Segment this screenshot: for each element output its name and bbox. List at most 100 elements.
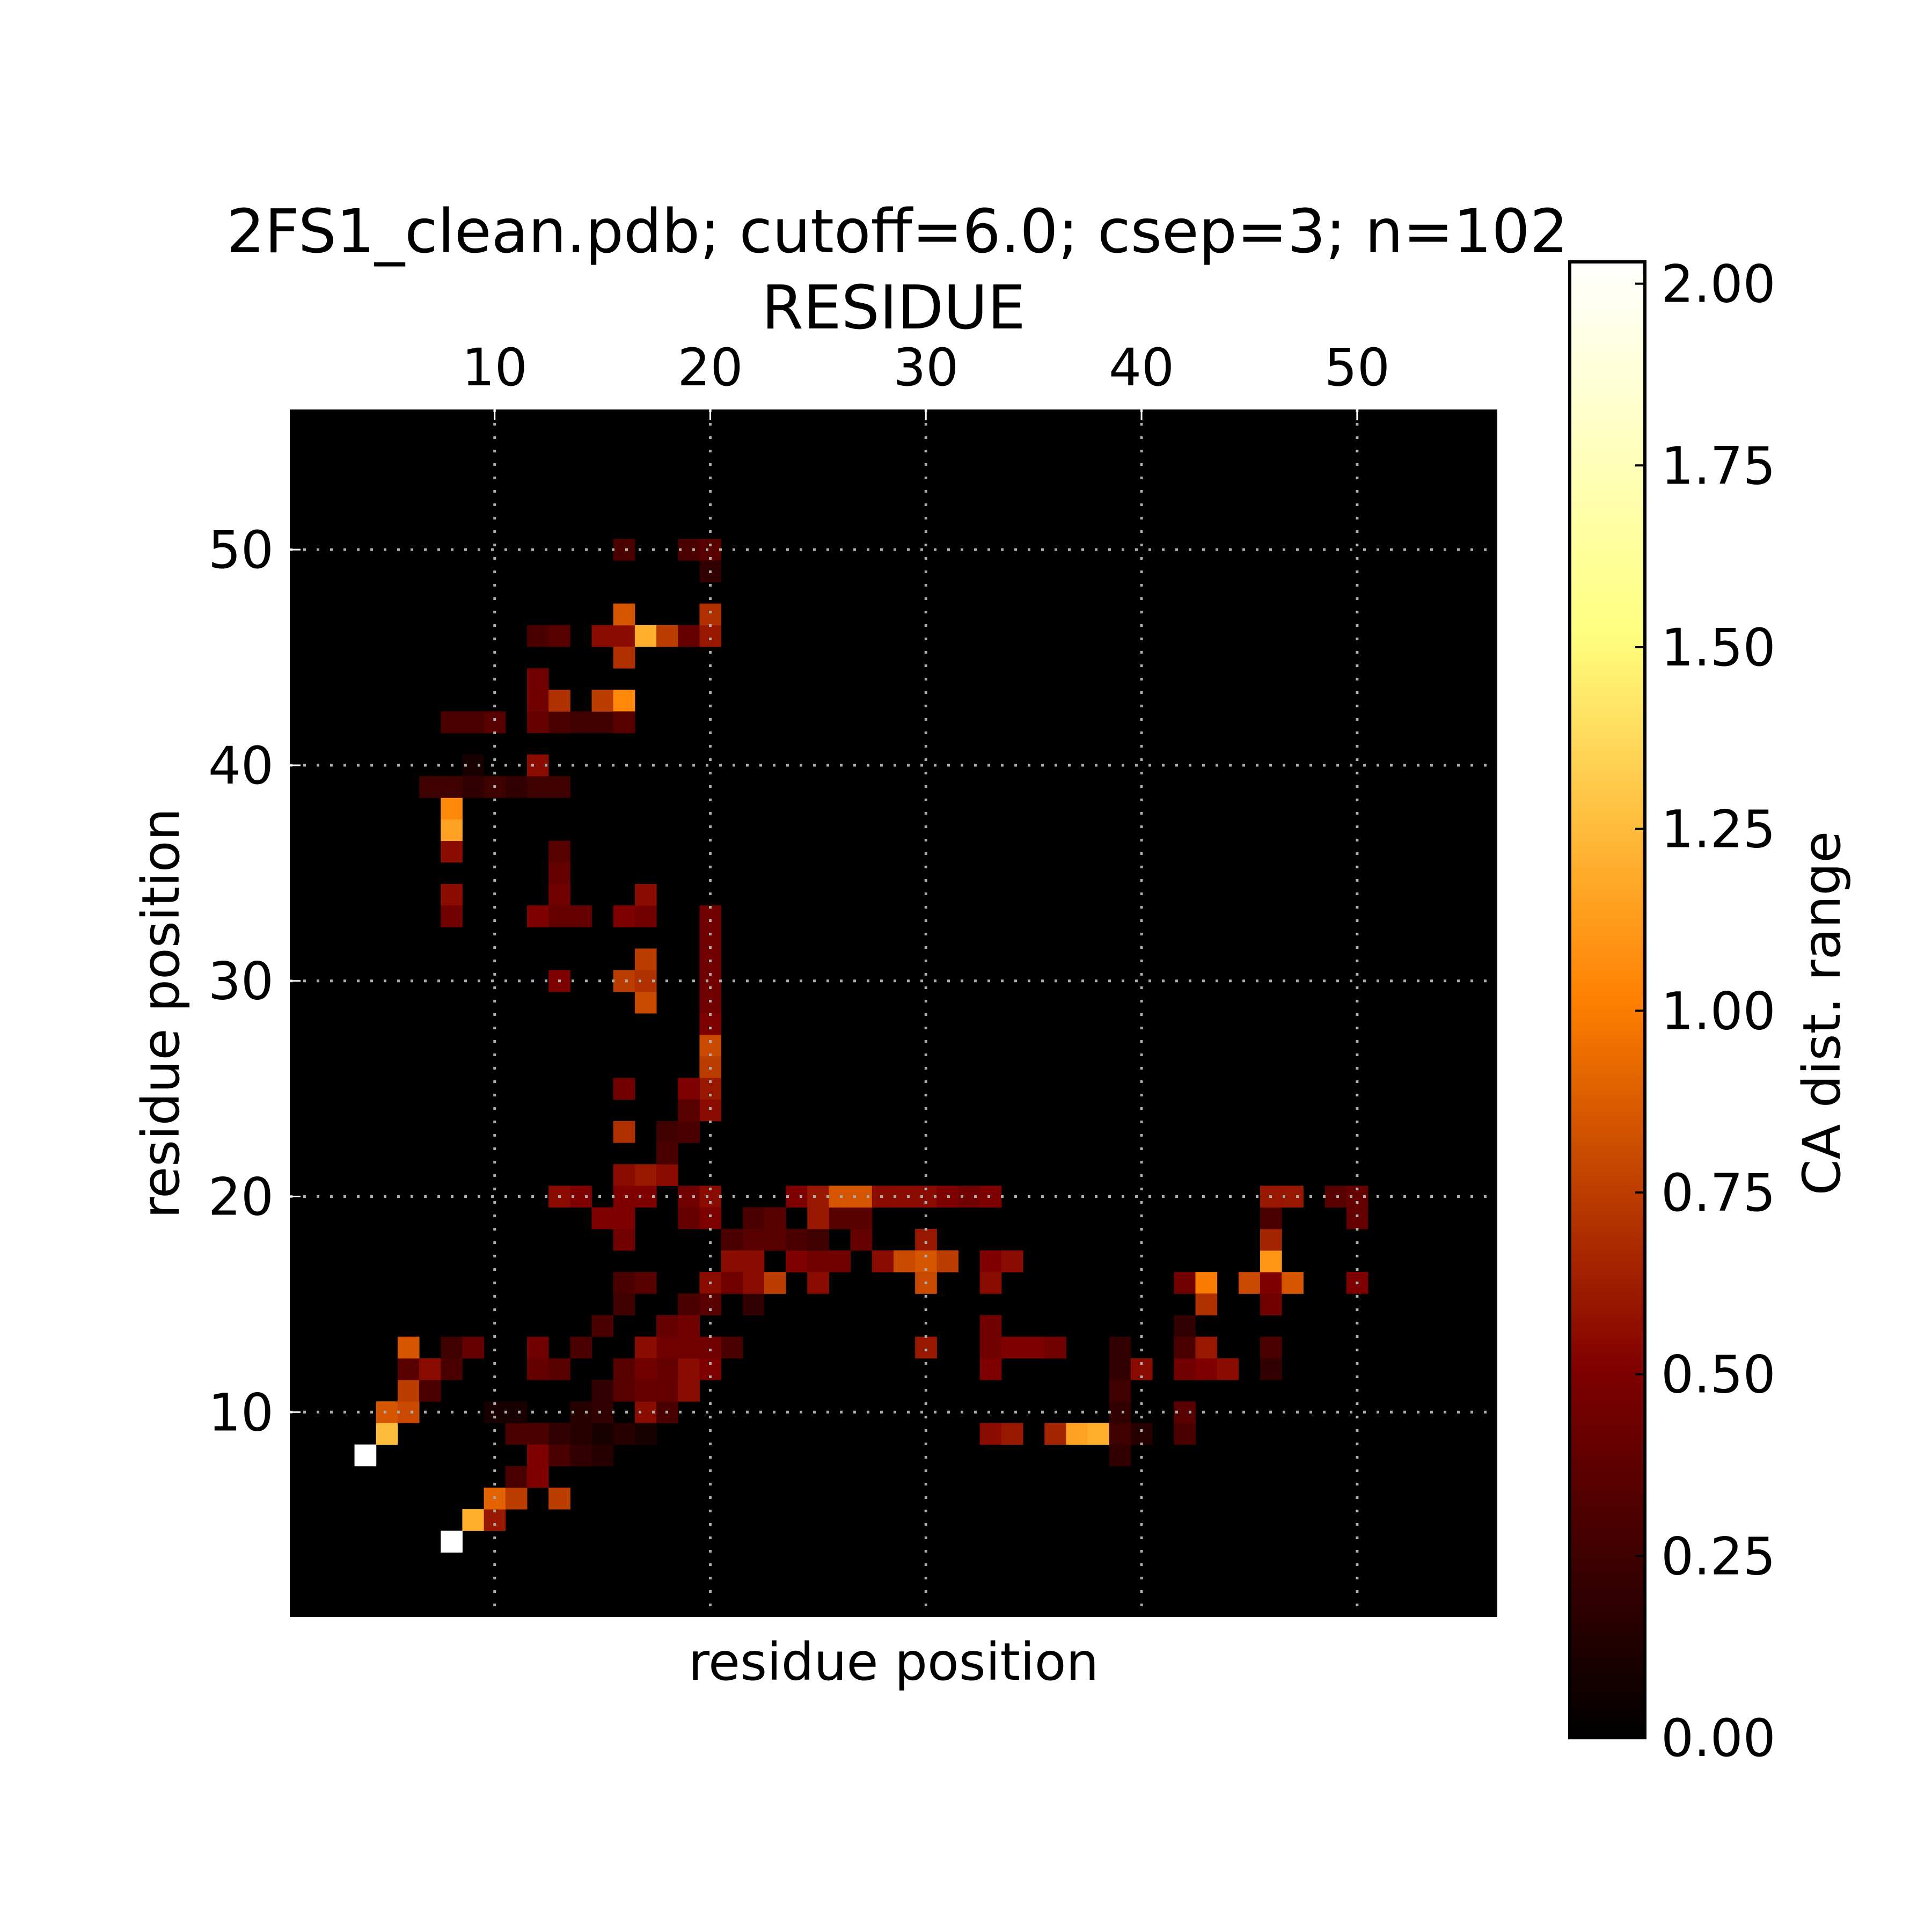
heatmap-cell: [1109, 1423, 1131, 1445]
heatmap-cell: [1195, 1272, 1218, 1294]
top-axis-label: RESIDUE: [762, 273, 1026, 343]
heatmap-cells: [354, 539, 1368, 1553]
heatmap-cell: [591, 1401, 614, 1423]
heatmap-cell: [419, 776, 441, 798]
colorbar-label: CA dist. range: [1792, 831, 1852, 1196]
heatmap-cell: [376, 1423, 398, 1445]
heatmap-cell: [721, 1272, 743, 1294]
heatmap-cell: [1260, 1250, 1282, 1272]
heatmap-cell: [613, 1293, 635, 1315]
heatmap-cell: [915, 1336, 937, 1359]
heatmap-cell: [699, 948, 722, 971]
heatmap-cell: [441, 1336, 463, 1359]
heatmap-cell: [678, 625, 700, 647]
heatmap-cell: [1109, 1336, 1131, 1359]
heatmap-cell: [441, 1358, 463, 1380]
heatmap-cell: [678, 1358, 700, 1380]
heatmap-cell: [548, 776, 570, 798]
heatmap-cell: [634, 1272, 657, 1294]
heatmap-cell: [441, 776, 463, 798]
heatmap-cell: [1066, 1423, 1088, 1445]
heatmap-cell: [613, 905, 635, 927]
heatmap-cell: [699, 1035, 722, 1057]
heatmap-cell: [613, 1207, 635, 1230]
heatmap-cell: [699, 1336, 722, 1359]
heatmap-cell: [613, 1121, 635, 1143]
heatmap-cell: [634, 1380, 657, 1402]
heatmap-cell: [1109, 1358, 1131, 1380]
heatmap-cell: [979, 1250, 1002, 1272]
y-axis-ticks: 10 20 30 40 50: [208, 520, 301, 1443]
heatmap-cell: [484, 1509, 506, 1531]
heatmap-cell: [613, 646, 635, 669]
heatmap-cell: [678, 1293, 700, 1315]
heatmap-cell: [526, 905, 549, 927]
heatmap-cell: [634, 883, 657, 906]
heatmap-cell: [764, 1207, 786, 1230]
heatmap-cell: [807, 1185, 829, 1208]
heatmap-cell: [613, 1358, 635, 1380]
heatmap-cell: [1346, 1207, 1368, 1230]
heatmap-cell: [656, 1164, 678, 1186]
heatmap-cell: [634, 991, 657, 1014]
heatmap-cell: [1109, 1444, 1131, 1467]
heatmap-cell: [397, 1336, 420, 1359]
heatmap-cell: [699, 905, 722, 927]
heatmap-cell: [656, 1315, 678, 1337]
y-tick-label: 30: [208, 952, 274, 1012]
heatmap-cell: [591, 690, 614, 712]
heatmap-cell: [462, 776, 485, 798]
heatmap-cell: [634, 1423, 657, 1445]
colorbar-tick-label: 1.75: [1661, 436, 1776, 496]
heatmap-cell: [1001, 1336, 1023, 1359]
heatmap-cell: [548, 905, 570, 927]
heatmap-cell: [613, 603, 635, 626]
heatmap-cell: [634, 1336, 657, 1359]
heatmap-cell: [441, 819, 463, 841]
heatmap-cell: [979, 1185, 1002, 1208]
heatmap-cell: [548, 1423, 570, 1445]
heatmap-cell: [505, 1423, 528, 1445]
heatmap-cell: [526, 776, 549, 798]
colorbar-tick-label: 1.50: [1661, 618, 1776, 678]
heatmap-cell: [678, 1207, 700, 1230]
heatmap-cell: [678, 1315, 700, 1337]
heatmap-cell: [441, 905, 463, 927]
heatmap-cell: [634, 905, 657, 927]
heatmap-cell: [505, 1401, 528, 1423]
heatmap-cell: [548, 840, 570, 863]
heatmap-cell: [678, 1336, 700, 1359]
colorbar: 0.00 0.25 0.50 0.75 1.00 1.25 1.50 1.75 2.00 CA …: [1568, 254, 1852, 1768]
x-tick-label: 10: [462, 338, 528, 398]
heatmap-cell: [742, 1250, 765, 1272]
heatmap-cell: [850, 1228, 873, 1251]
heatmap-cell: [699, 1207, 722, 1230]
heatmap-cell: [807, 1228, 829, 1251]
colorbar-gradient: [1568, 260, 1646, 1739]
heatmap-cell: [1044, 1336, 1066, 1359]
heatmap-cell: [807, 1207, 829, 1230]
chart-title: 2FS1_clean.pdb; cutoff=6.0; csep=3; n=10…: [226, 197, 1568, 267]
heatmap-cell: [1044, 1423, 1066, 1445]
heatmap-cell: [1001, 1250, 1023, 1272]
heatmap-cell: [894, 1185, 916, 1208]
x-tick-label: 50: [1324, 338, 1390, 398]
heatmap-cell: [591, 625, 614, 647]
y-tick-label: 10: [208, 1382, 274, 1443]
heatmap-cell: [1260, 1272, 1282, 1294]
x-axis-ticks: 10 20 30 40 50: [462, 338, 1390, 420]
heatmap-cell: [591, 1380, 614, 1402]
heatmap-cell: [526, 1423, 549, 1445]
colorbar-tick-label: 0.75: [1661, 1163, 1776, 1223]
heatmap-cell: [441, 797, 463, 819]
heatmap-cell: [613, 1185, 635, 1208]
heatmap-cell: [570, 1423, 592, 1445]
heatmap-cell: [548, 711, 570, 734]
heatmap-cell: [526, 668, 549, 690]
x-tick-label: 30: [893, 338, 958, 398]
heatmap-cell: [354, 1444, 377, 1467]
heatmap-cell: [613, 1228, 635, 1251]
heatmap-cell: [591, 1207, 614, 1230]
heatmap-cell: [699, 539, 722, 561]
